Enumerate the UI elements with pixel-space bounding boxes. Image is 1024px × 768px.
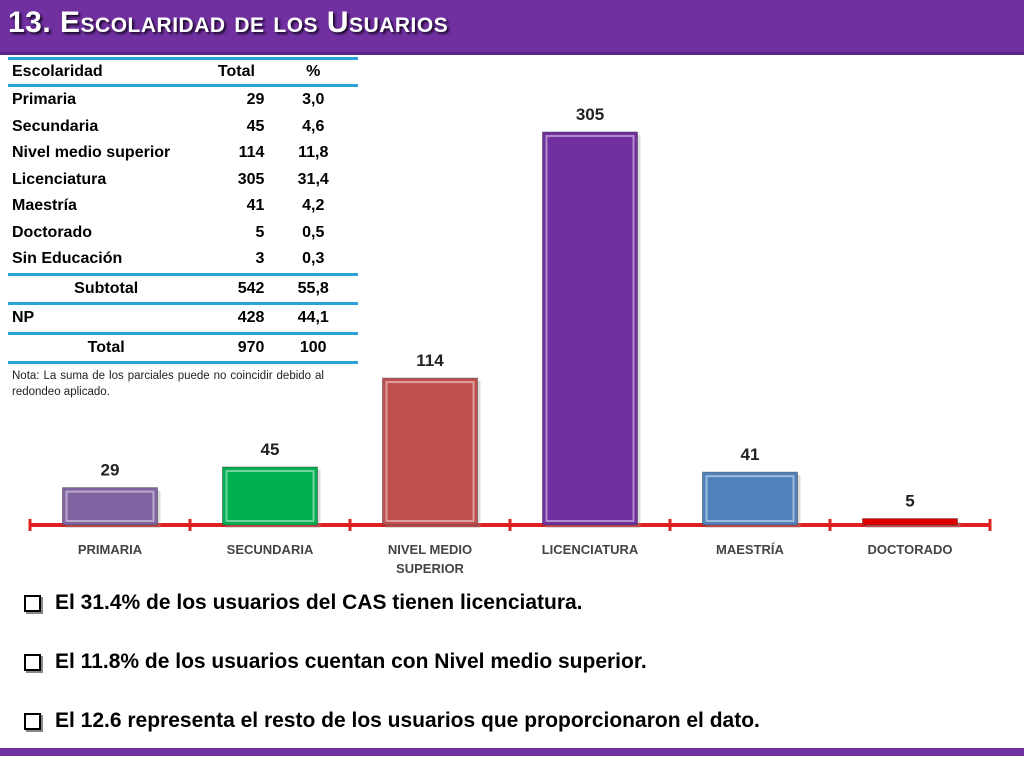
row-percent: 31,4	[297, 170, 329, 188]
bar	[542, 131, 638, 526]
data-label: 114	[416, 351, 444, 370]
subtotal-total: 542	[204, 272, 269, 305]
bar-bevel	[225, 470, 315, 522]
total-row: Total 970 100	[8, 333, 358, 364]
bar-bevel	[545, 135, 635, 522]
row-label: Licenciatura	[12, 170, 107, 188]
education-table: Escolaridad Total % Primaria 29 3,0 Secu…	[8, 57, 358, 364]
bar	[62, 487, 158, 526]
data-label: 29	[101, 461, 120, 480]
table-row: Primaria 29 3,0	[8, 86, 358, 114]
bullet-item: El 31.4% de los usuarios del CAS tienen …	[24, 588, 1014, 618]
header-escolaridad: Escolaridad	[8, 57, 205, 86]
bar	[222, 466, 318, 526]
category-label: SUPERIOR	[396, 561, 465, 576]
bar-bevel	[705, 475, 795, 523]
checkbox-bullet-icon	[24, 594, 41, 612]
np-row: NP 428 44,1	[8, 303, 358, 335]
total-label: Total	[8, 333, 205, 364]
row-label: Secundaria	[12, 117, 99, 135]
row-total: 114	[238, 144, 265, 162]
table-row: Maestría 41 4,2	[8, 193, 358, 220]
header-percent: %	[268, 57, 358, 86]
row-total: 305	[237, 170, 265, 188]
checkbox-bullet-icon	[24, 653, 41, 671]
bar-group	[62, 487, 161, 528]
category-label: SECUNDARIA	[227, 542, 314, 557]
np-label: NP	[8, 303, 205, 335]
bullet-text: El 31.4% de los usuarios del CAS tienen …	[55, 591, 583, 614]
data-label: 305	[576, 105, 604, 124]
bullet-item: El 11.8% de los usuarios cuentan con Niv…	[24, 647, 1014, 677]
row-label: Primaria	[12, 91, 77, 109]
slide-title: 13. Escolaridad de los Usuarios	[8, 6, 449, 39]
bullet-list: El 31.4% de los usuarios del CAS tienen …	[24, 588, 1014, 765]
row-label: Maestría	[12, 197, 77, 215]
np-total: 428	[204, 303, 269, 335]
bar	[382, 377, 478, 526]
row-percent: 4,6	[302, 117, 325, 135]
checkbox-bullet-icon	[24, 712, 41, 730]
bullet-text: El 12.6 representa el resto de los usuar…	[55, 709, 760, 732]
table-header-row: Escolaridad Total %	[8, 57, 358, 86]
subtotal-row: Subtotal 542 55,8	[8, 272, 358, 305]
category-label: LICENCIATURA	[542, 542, 639, 557]
bar-group	[702, 471, 801, 528]
data-label: 5	[905, 492, 914, 511]
category-label: NIVEL MEDIO	[388, 542, 472, 557]
title-bar: 13. Escolaridad de los Usuarios	[0, 0, 1024, 55]
row-percent: 11,8	[298, 144, 329, 162]
np-percent: 44,1	[268, 303, 358, 335]
row-total: 5	[255, 223, 265, 241]
bullet-item: El 12.6 representa el resto de los usuar…	[24, 706, 1014, 736]
bar-bevel	[65, 490, 155, 522]
bar	[862, 518, 958, 526]
category-label: DOCTORADO	[868, 542, 953, 557]
subtotal-percent: 55,8	[268, 272, 358, 305]
row-percent: 0,3	[302, 250, 325, 268]
row-label: Nivel medio superior	[12, 144, 171, 162]
row-percent: 3,0	[302, 91, 325, 109]
bar-group	[542, 131, 641, 528]
total-percent: 100	[268, 333, 358, 364]
bar-bevel	[385, 381, 475, 522]
total-total: 970	[204, 333, 269, 364]
bar-chart: 29 PRIMARIA 45 SECUNDARIA 114 NIVEL MEDIO SUPE…	[28, 105, 992, 576]
data-label: 41	[741, 445, 760, 464]
table-row: Nivel medio superior 114 11,8	[8, 140, 358, 167]
row-percent: 4,2	[302, 197, 325, 215]
bottom-bar	[0, 748, 1024, 756]
row-total: 3	[255, 250, 265, 268]
row-percent: 0,5	[302, 223, 325, 241]
bar-group	[222, 466, 321, 528]
row-label: Sin Educación	[12, 250, 123, 268]
bullet-text: El 11.8% de los usuarios cuentan con Niv…	[55, 650, 647, 673]
category-label: MAESTRÍA	[716, 542, 785, 557]
table-row: Secundaria 45 4,6	[8, 114, 358, 141]
category-label: PRIMARIA	[78, 542, 143, 557]
row-total: 41	[246, 197, 265, 215]
row-total: 29	[246, 91, 265, 109]
header-total: Total	[204, 57, 269, 86]
table-note: Nota: La suma de los parciales puede no …	[12, 370, 324, 398]
row-label: Doctorado	[12, 223, 92, 241]
table-row: Doctorado 5 0,5	[8, 220, 358, 247]
row-total: 45	[246, 117, 265, 135]
data-label: 45	[261, 440, 280, 459]
bar-group	[862, 518, 961, 528]
bar	[702, 471, 798, 526]
table-row: Licenciatura 305 31,4	[8, 167, 358, 194]
bar-group	[382, 377, 481, 528]
table-row: Sin Educación 3 0,3	[8, 246, 358, 274]
subtotal-label: Subtotal	[8, 272, 205, 305]
